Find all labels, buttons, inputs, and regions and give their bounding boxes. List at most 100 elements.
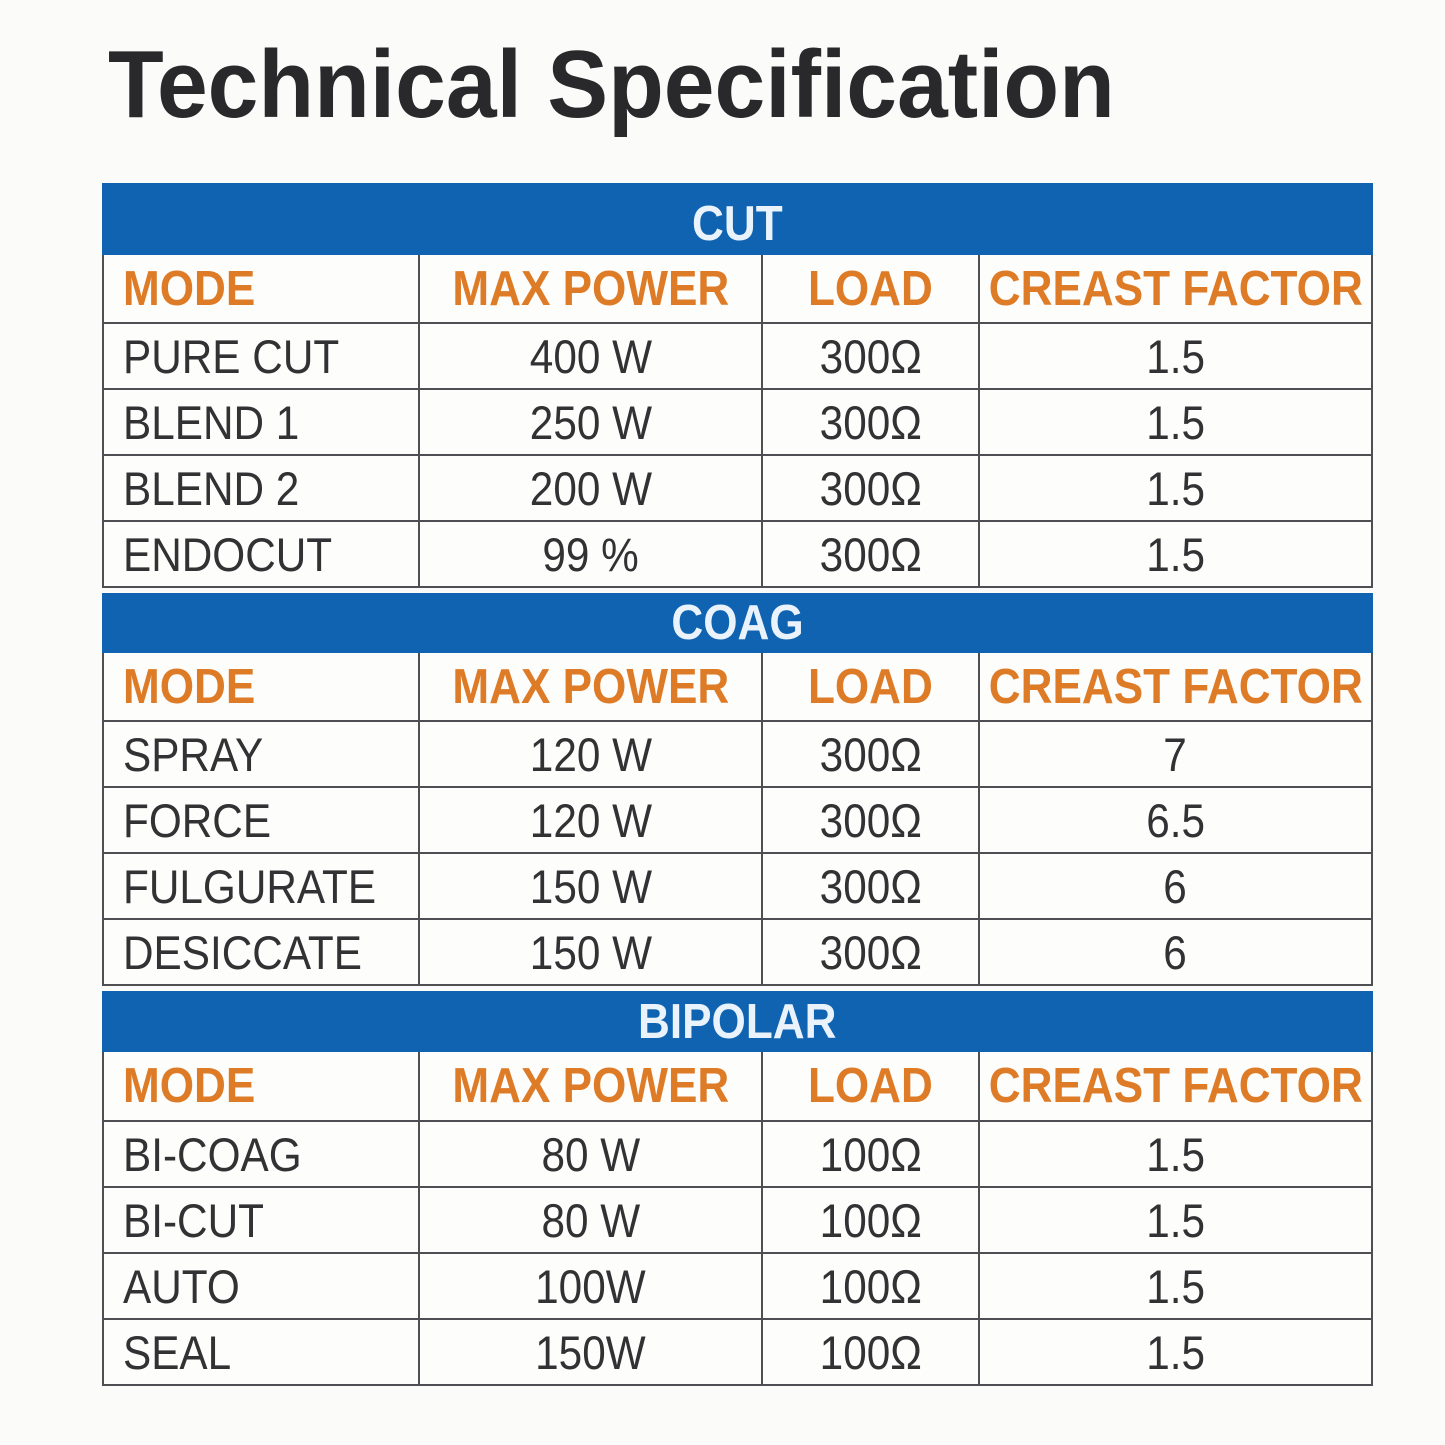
cell-value: AUTO xyxy=(123,1259,240,1313)
cell-value: SPRAY xyxy=(123,727,264,781)
column-header-max-power: MAX POWER xyxy=(420,653,763,720)
table-row: DESICCATE 150 W 300Ω 6 xyxy=(104,920,1371,986)
cell-load: 300Ω xyxy=(763,390,980,454)
table-row: BI-COAG 80 W 100Ω 1.5 xyxy=(104,1122,1371,1188)
column-header-label: CREAST FACTOR xyxy=(988,261,1363,316)
cell-mode: PURE CUT xyxy=(104,324,420,388)
cell-value: 100Ω xyxy=(819,1193,922,1247)
cell-value: 300Ω xyxy=(819,395,922,449)
cell-creast-factor: 7 xyxy=(980,722,1371,786)
cell-max-power: 150 W xyxy=(420,920,763,984)
table-row: SPRAY 120 W 300Ω 7 xyxy=(104,722,1371,788)
cell-creast-factor: 1.5 xyxy=(980,324,1371,388)
cell-value: 100Ω xyxy=(819,1259,922,1313)
cell-value: 100Ω xyxy=(819,1127,922,1181)
cell-value: 300Ω xyxy=(819,329,922,383)
cell-value: 6.5 xyxy=(1146,793,1205,847)
section-rows-bipolar: MODE MAX POWER LOAD CREAST FACTOR BI-COAG 80 … xyxy=(102,1052,1373,1386)
section-band-label: COAG xyxy=(671,596,804,650)
table-row: BLEND 2 200 W 300Ω 1.5 xyxy=(104,456,1371,522)
table-row: FORCE 120 W 300Ω 6.5 xyxy=(104,788,1371,854)
cell-mode: SEAL xyxy=(104,1320,420,1384)
cell-value: BLEND 1 xyxy=(123,395,300,449)
cell-mode: BI-CUT xyxy=(104,1188,420,1252)
column-header-row: MODE MAX POWER LOAD CREAST FACTOR xyxy=(104,653,1371,722)
cell-max-power: 150W xyxy=(420,1320,763,1384)
cell-value: 1.5 xyxy=(1146,329,1205,383)
cell-value: 300Ω xyxy=(819,925,922,979)
column-header-max-power: MAX POWER xyxy=(420,255,763,322)
cell-load: 100Ω xyxy=(763,1254,980,1318)
cell-mode: BI-COAG xyxy=(104,1122,420,1186)
section-rows-coag: MODE MAX POWER LOAD CREAST FACTOR SPRAY 120 W… xyxy=(102,653,1373,986)
cell-value: 100W xyxy=(535,1259,646,1313)
cell-max-power: 200 W xyxy=(420,456,763,520)
cell-mode: FULGURATE xyxy=(104,854,420,918)
cell-load: 100Ω xyxy=(763,1320,980,1384)
column-header-label: LOAD xyxy=(808,261,933,316)
cell-creast-factor: 1.5 xyxy=(980,1320,1371,1384)
cell-value: 120 W xyxy=(529,727,652,781)
table-row: ENDOCUT 99 % 300Ω 1.5 xyxy=(104,522,1371,588)
table-row: PURE CUT 400 W 300Ω 1.5 xyxy=(104,324,1371,390)
section-band-label: CUT xyxy=(692,197,783,251)
cell-value: 7 xyxy=(1163,727,1188,781)
column-header-creast-factor: CREAST FACTOR xyxy=(980,255,1371,322)
column-header-load: LOAD xyxy=(763,1052,980,1120)
section-rows-cut: MODE MAX POWER LOAD CREAST FACTOR PURE CUT 40… xyxy=(102,255,1373,588)
cell-value: 1.5 xyxy=(1146,1259,1205,1313)
cell-creast-factor: 1.5 xyxy=(980,522,1371,586)
table-row: BLEND 1 250 W 300Ω 1.5 xyxy=(104,390,1371,456)
cell-mode: BLEND 2 xyxy=(104,456,420,520)
cell-value: 1.5 xyxy=(1146,527,1205,581)
table-row: SEAL 150W 100Ω 1.5 xyxy=(104,1320,1371,1386)
cell-mode: FORCE xyxy=(104,788,420,852)
column-header-label: MAX POWER xyxy=(452,659,729,714)
column-header-label: MAX POWER xyxy=(452,1059,729,1113)
column-header-creast-factor: CREAST FACTOR xyxy=(980,653,1371,720)
cell-value: BI-CUT xyxy=(123,1193,264,1247)
section-coag: COAG MODE MAX POWER LOAD CREAST FACTOR SPRAY 1… xyxy=(102,593,1373,986)
cell-value: FORCE xyxy=(123,793,272,847)
column-header-row: MODE MAX POWER LOAD CREAST FACTOR xyxy=(104,1052,1371,1122)
section-band-coag: COAG xyxy=(102,593,1373,653)
cell-creast-factor: 6 xyxy=(980,920,1371,984)
section-bipolar: BIPOLAR MODE MAX POWER LOAD CREAST FACTOR BI-… xyxy=(102,991,1373,1386)
cell-creast-factor: 6.5 xyxy=(980,788,1371,852)
cell-value: 99 % xyxy=(542,527,639,581)
cell-value: 6 xyxy=(1163,925,1188,979)
cell-creast-factor: 1.5 xyxy=(980,1254,1371,1318)
cell-creast-factor: 1.5 xyxy=(980,1122,1371,1186)
cell-load: 300Ω xyxy=(763,324,980,388)
specification-table: CUT MODE MAX POWER LOAD CREAST FACTOR PURE CU… xyxy=(102,183,1373,1386)
table-row: BI-CUT 80 W 100Ω 1.5 xyxy=(104,1188,1371,1254)
section-band-bipolar: BIPOLAR xyxy=(102,991,1373,1052)
cell-value: 250 W xyxy=(529,395,652,449)
cell-value: 1.5 xyxy=(1146,1127,1205,1181)
cell-creast-factor: 1.5 xyxy=(980,1188,1371,1252)
cell-value: BI-COAG xyxy=(123,1127,302,1181)
cell-value: BLEND 2 xyxy=(123,461,300,515)
cell-value: 120 W xyxy=(529,793,652,847)
cell-max-power: 150 W xyxy=(420,854,763,918)
cell-value: 400 W xyxy=(529,329,652,383)
column-header-label: LOAD xyxy=(808,659,933,714)
cell-creast-factor: 6 xyxy=(980,854,1371,918)
cell-value: PURE CUT xyxy=(123,329,340,383)
cell-mode: SPRAY xyxy=(104,722,420,786)
cell-load: 300Ω xyxy=(763,920,980,984)
cell-value: ENDOCUT xyxy=(123,527,333,581)
column-header-max-power: MAX POWER xyxy=(420,1052,763,1120)
cell-value: 100Ω xyxy=(819,1325,922,1379)
cell-max-power: 80 W xyxy=(420,1122,763,1186)
cell-load: 300Ω xyxy=(763,722,980,786)
cell-max-power: 99 % xyxy=(420,522,763,586)
cell-value: 6 xyxy=(1163,859,1188,913)
section-cut: CUT MODE MAX POWER LOAD CREAST FACTOR PURE CU… xyxy=(102,183,1373,588)
cell-max-power: 120 W xyxy=(420,722,763,786)
column-header-label: MODE xyxy=(123,1059,256,1113)
cell-max-power: 250 W xyxy=(420,390,763,454)
cell-value: 80 W xyxy=(541,1193,640,1247)
cell-max-power: 80 W xyxy=(420,1188,763,1252)
